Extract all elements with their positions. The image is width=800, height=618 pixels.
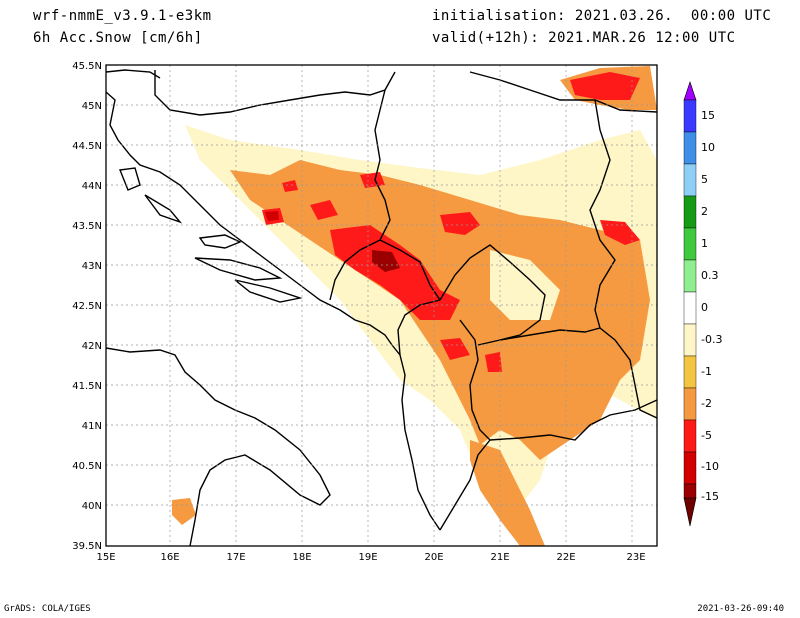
colorbar-label: -15 bbox=[701, 490, 719, 503]
island-pag bbox=[144, 194, 183, 224]
colorbar-top-arrow bbox=[683, 81, 697, 101]
lat-axis: 45.5N 45N 44.5N 44N 43.5N 43N 42.5N 42N … bbox=[72, 61, 102, 552]
colorbar-label: -1 bbox=[701, 365, 712, 378]
snow-core-red-4 bbox=[310, 200, 338, 220]
colorbar-label: -5 bbox=[701, 429, 712, 442]
lon-axis: 15E 16E 17E 18E 19E 20E 21E 22E 23E bbox=[96, 552, 645, 563]
island-krk bbox=[119, 167, 141, 191]
lon-label: 21E bbox=[490, 552, 509, 563]
border-montenegro-serbia bbox=[379, 239, 441, 301]
lat-label: 43N bbox=[82, 261, 102, 272]
snow-core-darkred bbox=[372, 250, 400, 272]
footer-timestamp: 2021-03-26-09:40 bbox=[697, 604, 784, 614]
lat-label: 43.5N bbox=[72, 221, 102, 232]
colorbar-swatch bbox=[683, 483, 697, 499]
colorbar-swatch bbox=[683, 259, 697, 293]
lon-label: 22E bbox=[556, 552, 575, 563]
colorbar-label: 2 bbox=[701, 205, 708, 218]
border-albania-macedonia bbox=[459, 319, 491, 441]
border-bulgaria-greece bbox=[634, 384, 657, 419]
colorbar-swatch bbox=[683, 291, 697, 325]
colorbar-swatch bbox=[683, 355, 697, 389]
lon-label: 15E bbox=[96, 552, 115, 563]
colorbar-label: -2 bbox=[701, 397, 712, 410]
grid bbox=[106, 65, 657, 546]
snow-core-red-6 bbox=[282, 180, 298, 192]
island-hvar bbox=[194, 257, 283, 281]
colorbar: 15 10 5 2 1 0.3 0 -0.3 -1 -2 -5 -10 -15 bbox=[683, 81, 722, 527]
model-title: wrf-nmmE_v3.9.1-e3km bbox=[33, 8, 212, 24]
snow-area-inner-light bbox=[490, 250, 560, 320]
lat-label: 44.5N bbox=[72, 141, 102, 152]
colorbar-label: 10 bbox=[701, 141, 715, 154]
colorbar-label: 1 bbox=[701, 237, 708, 250]
snow-area-orange-sw bbox=[172, 498, 196, 525]
border-bosnia-serbia bbox=[374, 89, 391, 241]
colorbar-swatch bbox=[683, 419, 697, 453]
colorbar-swatch bbox=[683, 163, 697, 197]
colorbar-swatch bbox=[683, 387, 697, 421]
lat-label: 42N bbox=[82, 341, 102, 352]
snow-core-red-9 bbox=[440, 338, 470, 360]
lon-label: 17E bbox=[226, 552, 245, 563]
colorbar-swatch bbox=[683, 99, 697, 133]
lat-label: 40.5N bbox=[72, 461, 102, 472]
snow-core-red-7 bbox=[570, 72, 640, 100]
snow-core-red-8 bbox=[600, 220, 640, 245]
snow-core-darkred-2 bbox=[265, 211, 279, 221]
lon-label: 20E bbox=[424, 552, 443, 563]
snow-core-red-2 bbox=[440, 212, 480, 235]
snow-core-red-10 bbox=[485, 352, 502, 372]
lon-label: 18E bbox=[292, 552, 311, 563]
colorbar-swatch bbox=[683, 195, 697, 229]
footer-credit: GrADS: COLA/IGES bbox=[4, 604, 91, 614]
coastline-albania bbox=[399, 354, 441, 531]
lat-label: 39.5N bbox=[72, 541, 102, 552]
island-brac bbox=[198, 234, 242, 249]
border-albania-greece bbox=[439, 439, 491, 531]
border-bosnia-montenegro bbox=[329, 239, 381, 301]
colorbar-swatch bbox=[683, 451, 697, 485]
init-time: initialisation: 2021.03.26. 00:00 UTC bbox=[432, 8, 772, 24]
colorbar-label: 0 bbox=[701, 301, 708, 314]
border-croatia-bosnia bbox=[154, 70, 396, 116]
lat-label: 45.5N bbox=[72, 61, 102, 72]
lon-label: 23E bbox=[626, 552, 645, 563]
plot-frame bbox=[105, 64, 658, 547]
border-slovenia-croatia bbox=[106, 69, 161, 79]
border-macedonia-north bbox=[477, 327, 636, 386]
colorbar-label: -0.3 bbox=[701, 333, 722, 346]
lat-label: 40N bbox=[82, 501, 102, 512]
snow-core-red-3 bbox=[360, 172, 385, 188]
coastline-italy bbox=[106, 347, 331, 546]
lat-label: 41.5N bbox=[72, 381, 102, 392]
field-title: 6h Acc.Snow [cm/6h] bbox=[33, 30, 203, 46]
colorbar-label: 5 bbox=[701, 173, 708, 186]
lon-label: 16E bbox=[160, 552, 179, 563]
island-korcula bbox=[234, 279, 303, 303]
snow-area-orange-south bbox=[470, 440, 545, 546]
border-serbia-bulgaria bbox=[589, 99, 616, 329]
border-macedonia-greece bbox=[489, 399, 657, 441]
colorbar-label: -10 bbox=[701, 460, 719, 473]
border-montenegro-albania bbox=[397, 299, 441, 356]
colorbar-swatch bbox=[683, 131, 697, 165]
colorbar-swatch bbox=[683, 227, 697, 261]
lat-label: 44N bbox=[82, 181, 102, 192]
lon-label: 19E bbox=[358, 552, 377, 563]
border-kosovo bbox=[439, 244, 546, 341]
colorbar-label: 0.3 bbox=[701, 269, 719, 282]
colorbar-label: 15 bbox=[701, 109, 715, 122]
lat-label: 42.5N bbox=[72, 301, 102, 312]
lat-label: 45N bbox=[82, 101, 102, 112]
lat-label: 41N bbox=[82, 421, 102, 432]
colorbar-bottom-arrow bbox=[683, 497, 697, 527]
valid-time: valid(+12h): 2021.MAR.26 12:00 UTC bbox=[432, 30, 736, 46]
colorbar-swatch bbox=[683, 323, 697, 357]
